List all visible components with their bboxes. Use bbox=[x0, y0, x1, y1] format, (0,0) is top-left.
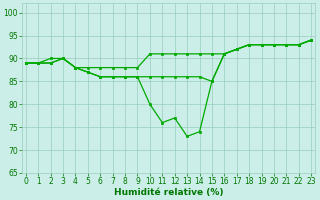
X-axis label: Humidité relative (%): Humidité relative (%) bbox=[114, 188, 223, 197]
